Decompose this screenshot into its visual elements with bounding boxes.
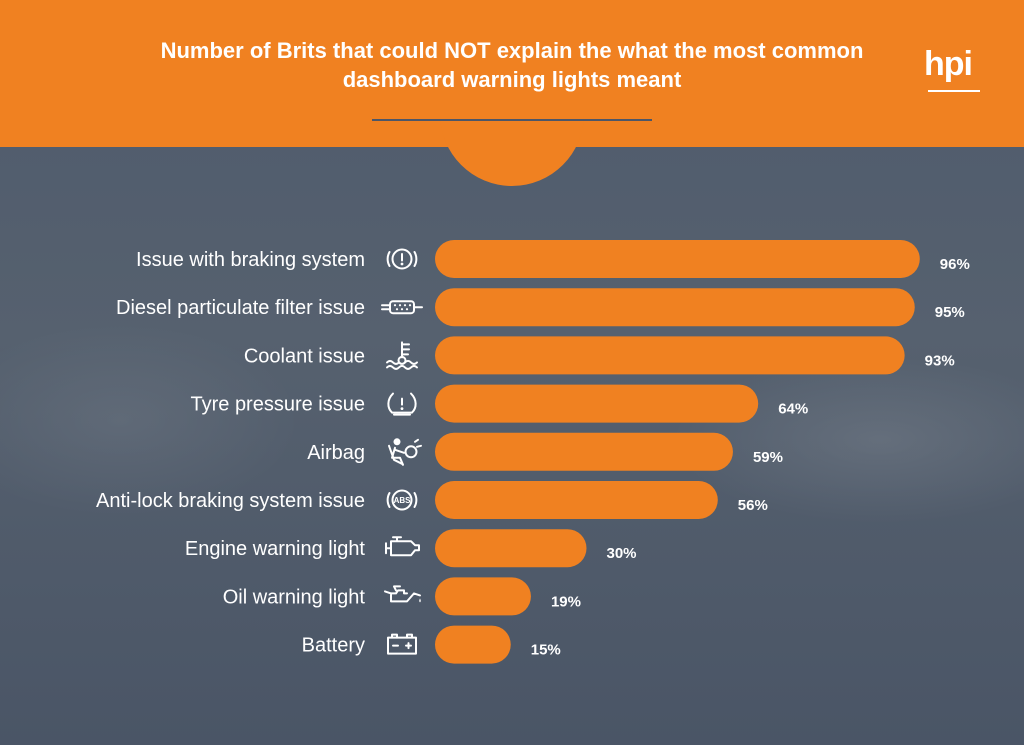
value-label: 30% <box>607 545 637 562</box>
bar <box>435 529 587 568</box>
category-label: Oil warning light <box>223 586 366 608</box>
category-label: Battery <box>302 635 365 657</box>
tyre-pressure-icon <box>387 392 417 416</box>
category-label: Tyre pressure issue <box>190 394 365 416</box>
category-label: Airbag <box>307 442 365 464</box>
value-label: 64% <box>778 401 808 418</box>
bar <box>435 384 759 423</box>
value-label: 15% <box>531 642 561 659</box>
bar <box>435 481 718 519</box>
bar <box>435 625 511 664</box>
category-label: Coolant issue <box>244 345 365 367</box>
hpi-logo: hpi <box>924 45 973 83</box>
diesel-particulate-filter-icon <box>381 300 423 315</box>
value-label: 96% <box>940 256 970 273</box>
value-label: 56% <box>738 497 768 514</box>
brake-warning-icon <box>386 248 418 270</box>
category-label: Issue with braking system <box>136 249 365 271</box>
engine-warning-icon <box>385 536 420 557</box>
category-label: Engine warning light <box>185 538 366 560</box>
value-label: 93% <box>925 352 955 369</box>
bar <box>435 577 531 616</box>
abs-icon-text: ABS <box>394 496 412 505</box>
value-label: 95% <box>935 304 965 321</box>
bar <box>435 432 733 471</box>
coolant-temperature-icon <box>386 341 418 370</box>
battery-icon <box>387 633 417 655</box>
logo-underline <box>928 90 980 92</box>
oil-can-icon <box>384 585 421 603</box>
category-label: Anti-lock braking system issue <box>96 490 365 512</box>
airbag-icon <box>388 438 422 466</box>
title-divider <box>372 119 652 121</box>
category-label: Diesel particulate filter issue <box>116 297 365 319</box>
abs-icon: ABS <box>386 489 418 511</box>
bar <box>435 336 905 375</box>
bar <box>435 288 915 327</box>
value-label: 19% <box>551 593 581 610</box>
value-label: 59% <box>753 449 783 466</box>
bar <box>435 240 920 278</box>
chart-title: Number of Brits that could NOT explain t… <box>160 38 864 92</box>
